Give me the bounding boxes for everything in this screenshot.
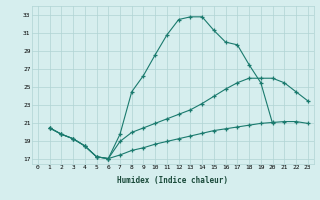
X-axis label: Humidex (Indice chaleur): Humidex (Indice chaleur): [117, 176, 228, 185]
